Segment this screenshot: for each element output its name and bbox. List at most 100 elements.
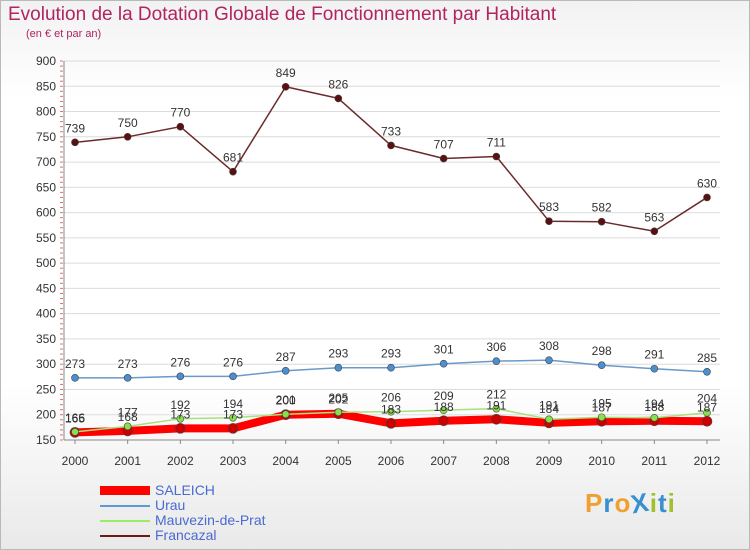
data-point	[439, 406, 448, 414]
data-label: 177	[118, 405, 138, 419]
data-point	[281, 366, 290, 375]
data-point	[334, 94, 343, 103]
data-point	[492, 404, 501, 413]
x-tick-label: 2008	[483, 454, 510, 468]
data-label: 204	[697, 392, 717, 406]
data-label: 287	[276, 350, 296, 364]
data-label: 191	[486, 398, 506, 412]
data-point	[71, 138, 79, 147]
x-tick-label: 2000	[62, 454, 89, 468]
chart-title: Evolution de la Dotation Globale de Fonc…	[8, 4, 557, 25]
data-label: 168	[118, 410, 138, 424]
data-label: 291	[644, 348, 664, 362]
y-tick-label: 400	[36, 307, 56, 321]
data-point	[545, 356, 553, 364]
data-label: 192	[170, 398, 190, 412]
proxiti-logo: ProXiti	[585, 486, 676, 520]
legend-swatch	[100, 486, 150, 495]
data-point	[281, 410, 290, 419]
data-point	[71, 428, 79, 436]
x-tick-label: 2004	[272, 454, 299, 468]
data-point	[545, 217, 553, 225]
data-label: 733	[381, 124, 401, 138]
legend-label: Urau	[155, 497, 186, 513]
x-tick-label: 2001	[114, 454, 141, 468]
y-tick-label: 150	[36, 433, 56, 447]
legend-swatch	[100, 505, 150, 507]
data-point	[439, 359, 448, 368]
axes: 150 200 250 300 350 400 450 500 550 600 650 700 750 8…	[36, 54, 721, 468]
y-tick-label: 300	[36, 357, 56, 371]
y-tick-label: 650	[36, 180, 56, 194]
data-point	[597, 413, 606, 422]
data-label: 202	[328, 393, 348, 407]
data-label: 209	[434, 389, 454, 403]
data-label: 681	[223, 151, 243, 165]
data-label: 308	[539, 339, 559, 353]
data-label: 276	[170, 355, 190, 369]
data-point	[175, 423, 186, 434]
data-point	[123, 133, 132, 141]
data-label: 276	[223, 355, 243, 369]
data-label: 201	[276, 393, 296, 407]
data-point	[387, 407, 395, 416]
data-label: 301	[434, 343, 454, 357]
data-point	[439, 154, 448, 163]
legend-label: Francazal	[155, 527, 217, 543]
data-label: 191	[539, 398, 559, 412]
y-tick-label: 550	[36, 231, 56, 245]
data-label: 187	[697, 400, 717, 414]
data-label: 184	[539, 402, 559, 416]
data-label: 183	[381, 402, 401, 416]
y-tick-label: 500	[36, 256, 56, 270]
data-label: 563	[644, 210, 664, 224]
data-point	[650, 413, 659, 422]
data-label: 206	[381, 391, 401, 405]
data-point	[387, 141, 395, 150]
data-point	[227, 423, 239, 434]
data-point	[229, 167, 237, 176]
legend-swatch	[100, 535, 150, 537]
data-point	[176, 372, 185, 381]
data-label: 306	[486, 340, 506, 354]
legend-label: Mauvezin-de-Prat	[155, 512, 266, 528]
data-label: 739	[65, 121, 85, 135]
data-point	[650, 227, 659, 236]
data-point	[701, 416, 713, 427]
data-point	[703, 367, 711, 376]
data-point	[492, 357, 501, 365]
data-point	[176, 122, 185, 131]
data-label: 711	[487, 136, 506, 150]
data-point	[229, 413, 237, 422]
grid-lines	[64, 60, 720, 441]
data-label: 194	[223, 397, 243, 411]
data-label: 285	[697, 351, 717, 365]
legend-swatch	[100, 520, 150, 522]
data-label: 173	[223, 407, 243, 421]
data-label: 293	[381, 347, 401, 361]
data-point	[650, 364, 659, 373]
x-tick-label: 2007	[430, 454, 457, 468]
data-point	[71, 374, 79, 382]
y-tick-label: 900	[36, 54, 56, 68]
data-label: 165	[65, 411, 85, 425]
data-point	[387, 363, 395, 372]
x-tick-label: 2010	[588, 454, 615, 468]
data-label: 173	[170, 407, 190, 421]
data-point	[334, 363, 343, 372]
data-label: 750	[118, 116, 138, 130]
data-point	[438, 415, 449, 427]
data-label: 630	[697, 176, 717, 190]
data-point	[281, 82, 290, 91]
y-tick-label: 850	[36, 79, 56, 93]
x-tick-label: 2006	[378, 454, 405, 468]
data-point	[703, 193, 711, 202]
data-point	[229, 372, 237, 381]
data-point	[492, 152, 501, 161]
data-point	[334, 408, 343, 417]
y-tick-label: 750	[36, 130, 56, 144]
data-point	[491, 413, 502, 425]
data-point	[545, 415, 553, 424]
